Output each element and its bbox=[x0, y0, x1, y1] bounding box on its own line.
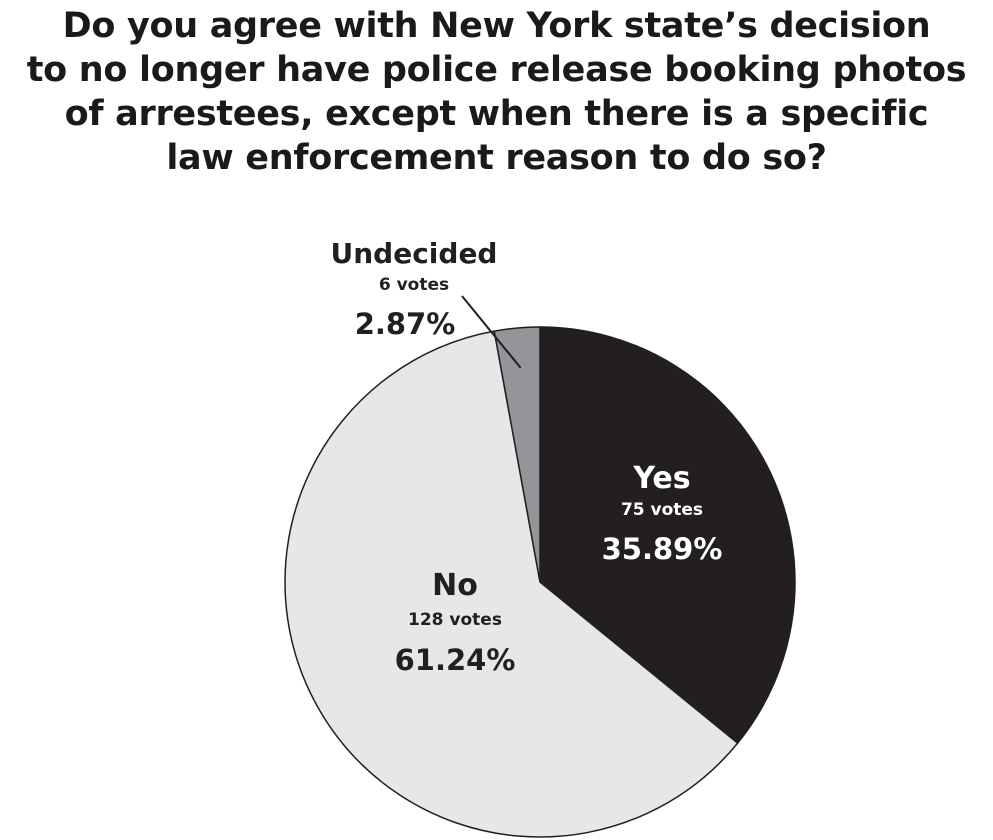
no-percent: 61.24% bbox=[395, 643, 516, 677]
undecided-label: Undecided bbox=[331, 237, 498, 270]
title-line-4: law enforcement reason to do so? bbox=[166, 138, 827, 178]
undecided-slice bbox=[493, 326, 541, 583]
yes-slice bbox=[539, 326, 796, 745]
undecided-leader-line bbox=[461, 295, 522, 369]
title-line-2: to no longer have police release booking… bbox=[26, 50, 967, 90]
no-votes: 128 votes bbox=[408, 610, 502, 630]
yes-percent: 35.89% bbox=[602, 532, 723, 566]
chart-title: Do you agree with New York state’s decis… bbox=[0, 4, 993, 180]
undecided-percent: 2.87% bbox=[355, 307, 456, 341]
no-label: No bbox=[432, 568, 478, 603]
title-line-1: Do you agree with New York state’s decis… bbox=[62, 6, 931, 46]
yes-label: Yes bbox=[632, 461, 690, 496]
pie-slices bbox=[284, 326, 796, 838]
yes-votes: 75 votes bbox=[621, 500, 703, 520]
no-slice bbox=[284, 330, 739, 838]
title-line-3: of arrestees, except when there is a spe… bbox=[64, 94, 929, 134]
undecided-votes: 6 votes bbox=[379, 275, 449, 295]
